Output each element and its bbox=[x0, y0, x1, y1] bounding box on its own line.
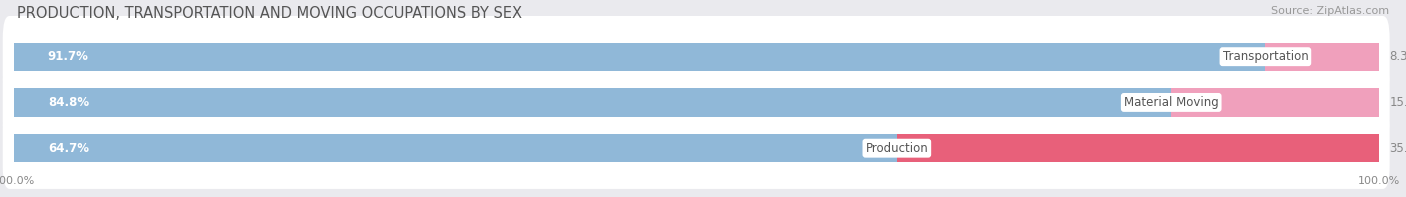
Text: 84.8%: 84.8% bbox=[48, 96, 89, 109]
Text: 91.7%: 91.7% bbox=[48, 50, 89, 63]
Text: 35.3%: 35.3% bbox=[1389, 142, 1406, 155]
Bar bbox=[14, 134, 897, 162]
Text: Production: Production bbox=[866, 142, 928, 155]
Text: 64.7%: 64.7% bbox=[48, 142, 89, 155]
Bar bbox=[1171, 88, 1379, 117]
Bar bbox=[14, 88, 1171, 117]
FancyBboxPatch shape bbox=[3, 108, 1389, 189]
FancyBboxPatch shape bbox=[3, 16, 1389, 97]
Bar bbox=[897, 134, 1379, 162]
FancyBboxPatch shape bbox=[3, 62, 1389, 143]
Bar bbox=[14, 43, 1265, 71]
Text: Source: ZipAtlas.com: Source: ZipAtlas.com bbox=[1271, 6, 1389, 16]
Text: 15.2%: 15.2% bbox=[1389, 96, 1406, 109]
Text: 8.3%: 8.3% bbox=[1389, 50, 1406, 63]
Text: PRODUCTION, TRANSPORTATION AND MOVING OCCUPATIONS BY SEX: PRODUCTION, TRANSPORTATION AND MOVING OC… bbox=[17, 6, 522, 21]
Bar bbox=[1265, 43, 1379, 71]
Text: Material Moving: Material Moving bbox=[1123, 96, 1219, 109]
Text: Transportation: Transportation bbox=[1223, 50, 1308, 63]
